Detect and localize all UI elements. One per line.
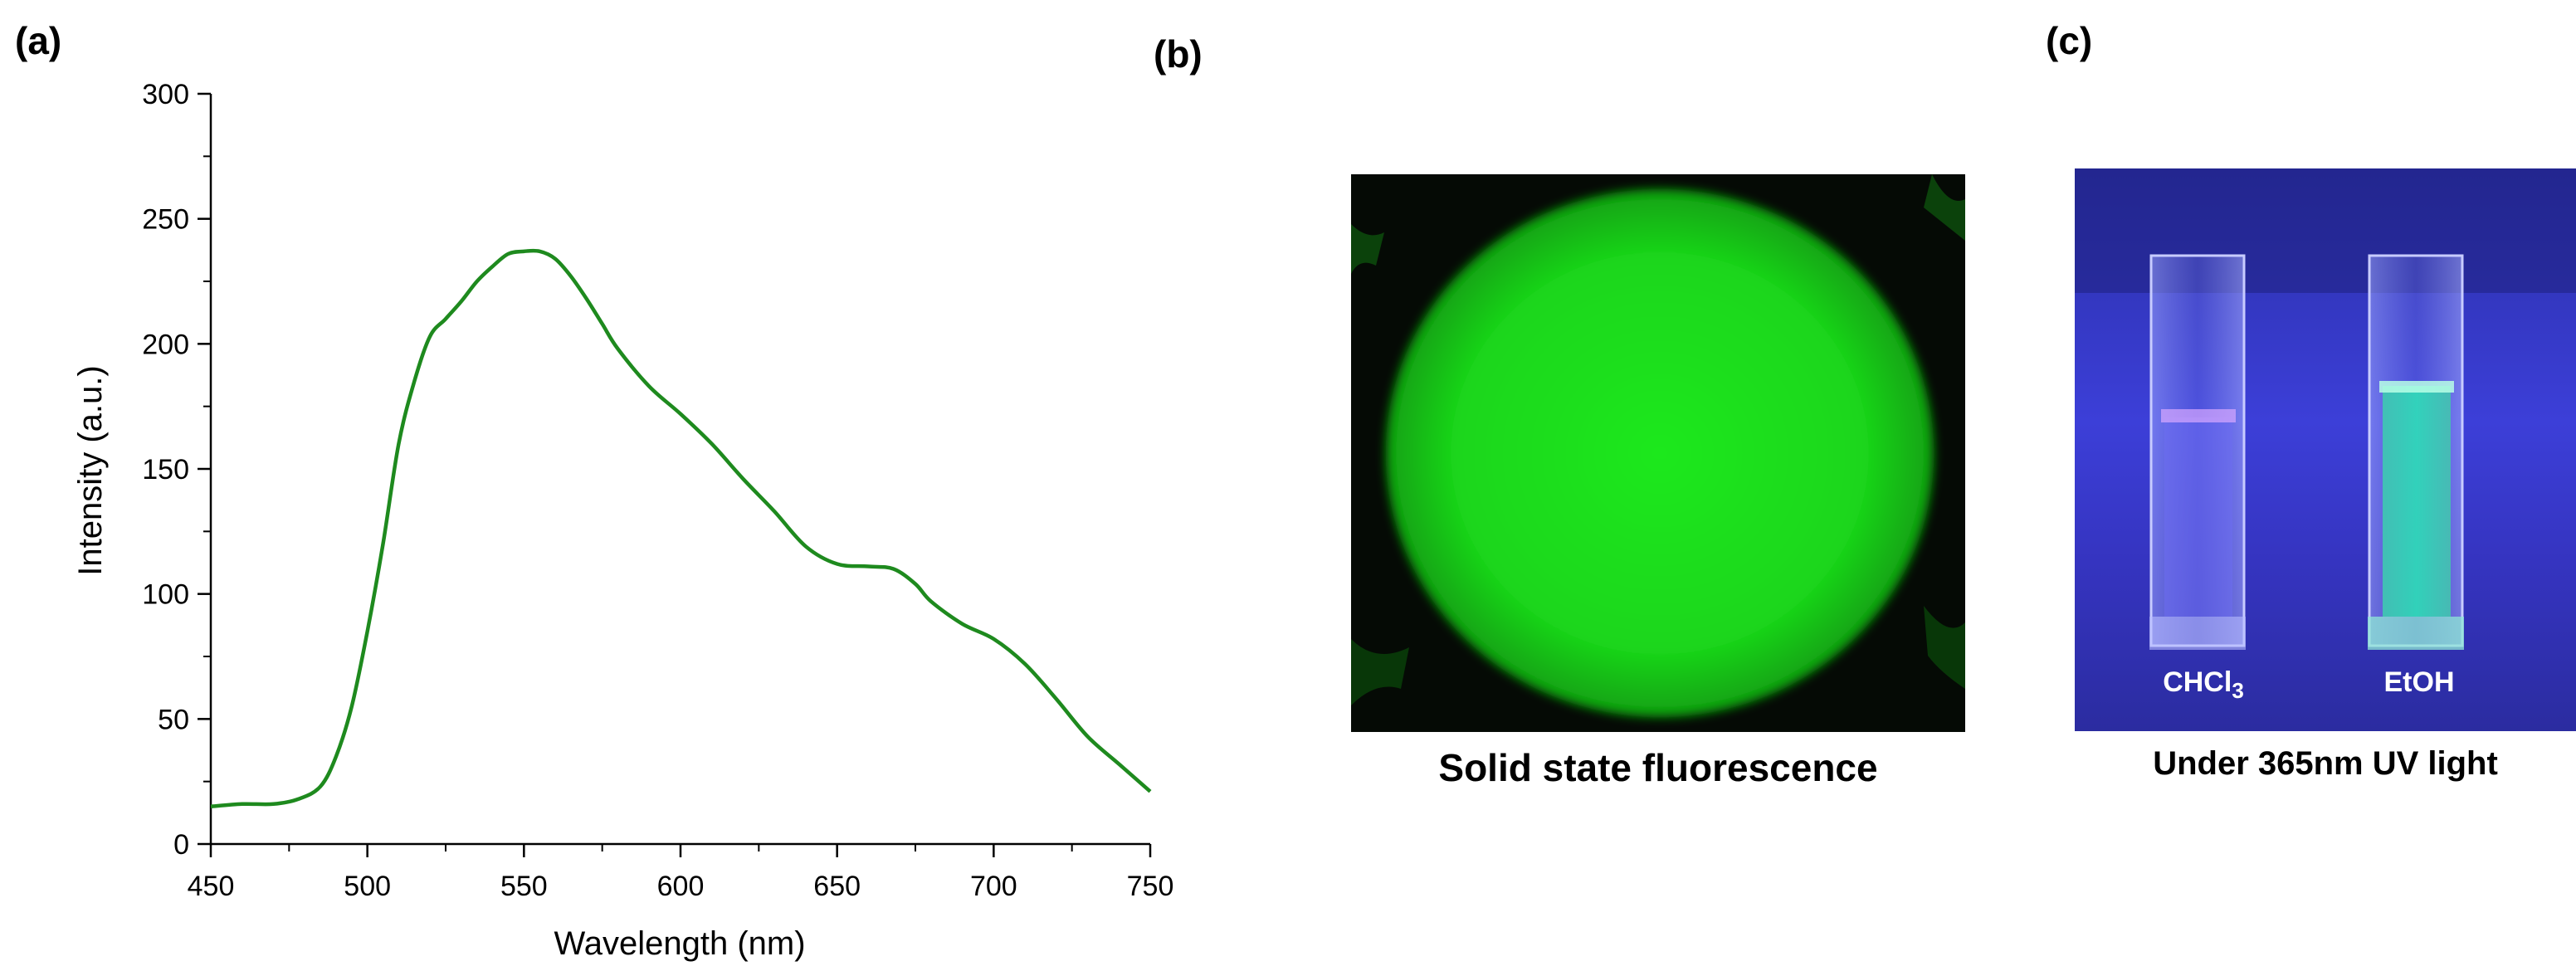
photo-b-caption: Solid state fluorescence <box>1438 746 1878 789</box>
y-tick-label: 50 <box>158 704 189 735</box>
fluorescent-disc-image <box>1351 174 1965 717</box>
panel-label-b: (b) <box>1154 32 1203 76</box>
panel-label-a: (a) <box>15 19 62 62</box>
y-tick-label: 100 <box>142 579 189 611</box>
label-chcl3-subscript: 3 <box>2232 677 2244 703</box>
chart-series <box>210 248 1152 809</box>
x-tick-label: 650 <box>813 871 861 902</box>
photo-c-caption: Under 365nm UV light <box>2153 745 2498 782</box>
chart-ticks: 450 500 550 600 650 700 750 0 50 100 150 200 250 300 <box>142 79 1173 902</box>
x-tick-label: 750 <box>1127 871 1174 902</box>
x-tick-label: 600 <box>657 871 705 902</box>
chart-axes <box>209 94 1150 846</box>
x-axis-label: Wavelength (nm) <box>554 925 805 962</box>
spectrum-chart: 450 500 550 600 650 700 750050100150200250300 … <box>72 79 1173 962</box>
label-chcl3-text: CHCl <box>2163 666 2232 698</box>
series-line <box>210 248 1152 809</box>
cuvettes-image <box>2075 168 2576 731</box>
cuvettes-photo: CHCl3 EtOH <box>2075 168 2576 731</box>
x-tick-label: 500 <box>344 871 391 902</box>
y-axis-label: Intensity (a.u.) <box>72 365 109 575</box>
label-chcl3: CHCl3 <box>2141 666 2266 704</box>
y-tick-label: 200 <box>142 329 189 360</box>
x-tick-label: 450 <box>188 871 235 902</box>
panel-label-c: (c) <box>2046 19 2093 62</box>
y-tick-label: 150 <box>142 454 189 486</box>
solid-fluorescence-photo <box>1351 174 1965 732</box>
y-tick-label: 0 <box>173 829 189 861</box>
y-tick-label: 300 <box>142 79 189 110</box>
x-tick-label: 700 <box>970 871 1017 902</box>
x-tick-label: 550 <box>500 871 548 902</box>
y-tick-label: 250 <box>142 204 189 236</box>
label-etoh: EtOH <box>2383 666 2455 698</box>
